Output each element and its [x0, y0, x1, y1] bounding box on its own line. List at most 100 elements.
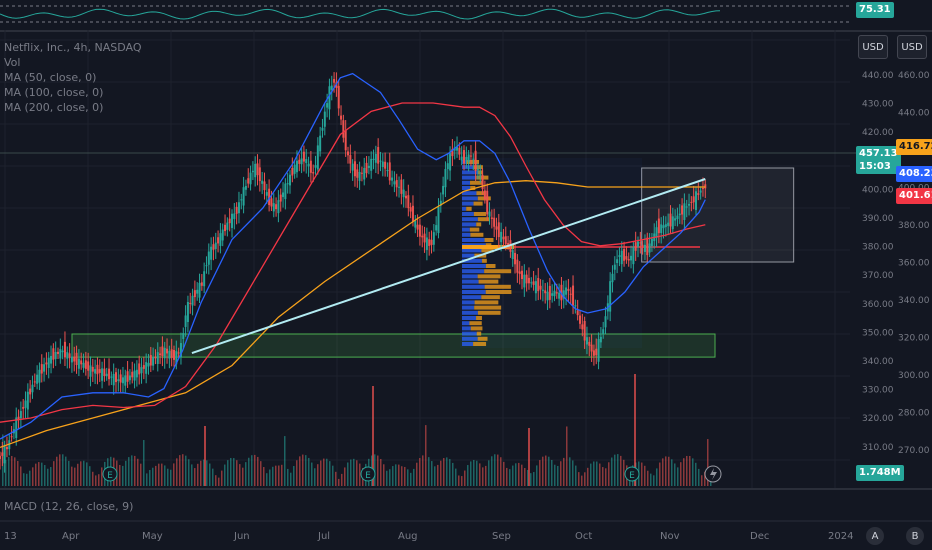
volume-bar — [503, 461, 505, 486]
candle-body — [231, 213, 233, 228]
candle-body — [173, 349, 175, 360]
profile-poc-bar — [462, 245, 514, 249]
volume-bar — [695, 462, 697, 486]
candle-body — [40, 364, 43, 374]
log-scale-button[interactable]: B — [906, 527, 924, 545]
volume-bar — [422, 455, 424, 486]
candle-body — [15, 417, 18, 438]
ma-lines — [0, 72, 706, 449]
candle-body — [175, 351, 178, 365]
volume-bar — [308, 457, 310, 486]
right-axis-label: 280.00 — [898, 409, 930, 419]
profile-bar-down — [484, 284, 511, 289]
candle-body — [286, 183, 289, 185]
candle-body — [657, 218, 660, 234]
volume-bar — [83, 460, 85, 486]
candle-body — [0, 455, 1, 459]
volume-bar — [335, 471, 337, 486]
candle-body — [632, 246, 635, 265]
right-axis: 460.00440.00420.00400.00380.00360.00340.… — [898, 71, 930, 456]
legend-ma50[interactable]: MA (50, close, 0) — [4, 71, 97, 84]
candle-body — [537, 278, 540, 292]
volume-bar — [536, 465, 538, 486]
candle-body — [59, 349, 62, 359]
volume-bar — [668, 456, 670, 486]
volume-bar — [617, 454, 619, 486]
candle-body — [623, 248, 626, 261]
candle-body — [683, 203, 686, 220]
candle-body — [569, 293, 572, 295]
volume-spike — [528, 428, 530, 486]
profile-bar-up — [462, 201, 474, 206]
candle-body — [678, 213, 681, 216]
profile-bar-up — [462, 274, 478, 279]
candle-body — [363, 167, 366, 180]
volume-bar — [266, 473, 268, 486]
earnings-marker-label: E — [107, 471, 113, 481]
volume-value-tag: 1.748M — [856, 465, 904, 481]
candle-body — [347, 151, 349, 156]
volume-bar — [467, 465, 469, 486]
volume-bar — [560, 461, 562, 486]
right-axis-label: 360.00 — [898, 259, 930, 269]
ma50-tag: 408.23 — [896, 166, 932, 182]
candle-body — [646, 237, 649, 256]
candle-body — [228, 218, 231, 224]
legend-ma100[interactable]: MA (100, close, 0) — [4, 86, 104, 99]
time-axis-label: Nov — [660, 531, 680, 542]
volume-bar — [605, 468, 607, 486]
volume-bar — [338, 478, 340, 486]
left-axis-label: 430.00 — [862, 100, 894, 110]
candle-body — [365, 162, 368, 174]
candle-body — [671, 216, 674, 230]
volume-bar — [212, 468, 214, 486]
currency-button-right[interactable]: USD — [897, 35, 927, 59]
volume-bar — [608, 462, 610, 486]
candle-body — [641, 244, 644, 246]
volume-bar — [557, 465, 559, 486]
candle-body — [588, 341, 591, 346]
volume-bar — [53, 461, 55, 486]
candle-body — [669, 213, 672, 227]
candle-body — [119, 374, 122, 383]
candle-body — [117, 379, 120, 382]
volume-bar — [425, 425, 427, 486]
candle-body — [630, 255, 633, 261]
candle-body — [26, 391, 29, 410]
candle-body — [147, 362, 150, 367]
candle-body — [553, 290, 556, 297]
legend-ma200[interactable]: MA (200, close, 0) — [4, 101, 104, 114]
volume-bar — [197, 463, 199, 486]
volume-bar — [581, 475, 583, 486]
candle-body — [237, 202, 240, 214]
time-axis-label: Dec — [750, 531, 769, 542]
volume-bar — [263, 467, 265, 486]
legend-vol[interactable]: Vol — [4, 56, 21, 69]
currency-button-left[interactable]: USD — [858, 35, 888, 59]
candle-body — [191, 295, 194, 306]
legend-symbol[interactable]: Netflix, Inc., 4h, NASDAQ — [4, 41, 142, 54]
candle-body — [692, 196, 695, 203]
profile-bar-down — [477, 310, 501, 315]
profile-bar-down — [469, 321, 482, 326]
macd-legend[interactable]: MACD (12, 26, close, 9) — [4, 500, 134, 513]
auto-scale-button[interactable]: A — [866, 527, 884, 545]
candle-body — [518, 271, 521, 274]
volume-bar — [95, 475, 97, 486]
candle-body — [555, 292, 558, 294]
volume-bar — [149, 470, 151, 486]
volume-bar — [332, 465, 334, 486]
volume-bar — [383, 464, 385, 486]
candle-body — [138, 363, 141, 375]
candle-body — [460, 156, 463, 161]
profile-bar-down — [473, 212, 486, 216]
volume-bar — [314, 468, 316, 486]
candle-body — [551, 293, 554, 296]
right-axis-label: 380.00 — [898, 221, 930, 231]
volume-bar — [191, 464, 193, 486]
candle-body — [479, 174, 482, 176]
candle-body — [620, 250, 623, 265]
profile-bar-up — [462, 321, 470, 326]
candle-body — [96, 364, 99, 375]
